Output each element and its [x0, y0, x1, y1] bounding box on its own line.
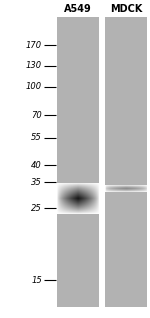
Text: 15: 15	[31, 276, 42, 285]
Text: 40: 40	[31, 161, 42, 170]
Bar	[105, 17, 147, 307]
Text: 55: 55	[31, 133, 42, 142]
Text: 100: 100	[26, 82, 42, 91]
Text: 70: 70	[31, 111, 42, 120]
Bar	[57, 17, 99, 307]
Text: 130: 130	[26, 61, 42, 70]
Text: A549: A549	[64, 4, 92, 14]
Text: MDCK: MDCK	[110, 4, 142, 14]
Text: 25: 25	[31, 204, 42, 213]
Text: 35: 35	[31, 178, 42, 187]
Text: 170: 170	[26, 41, 42, 50]
